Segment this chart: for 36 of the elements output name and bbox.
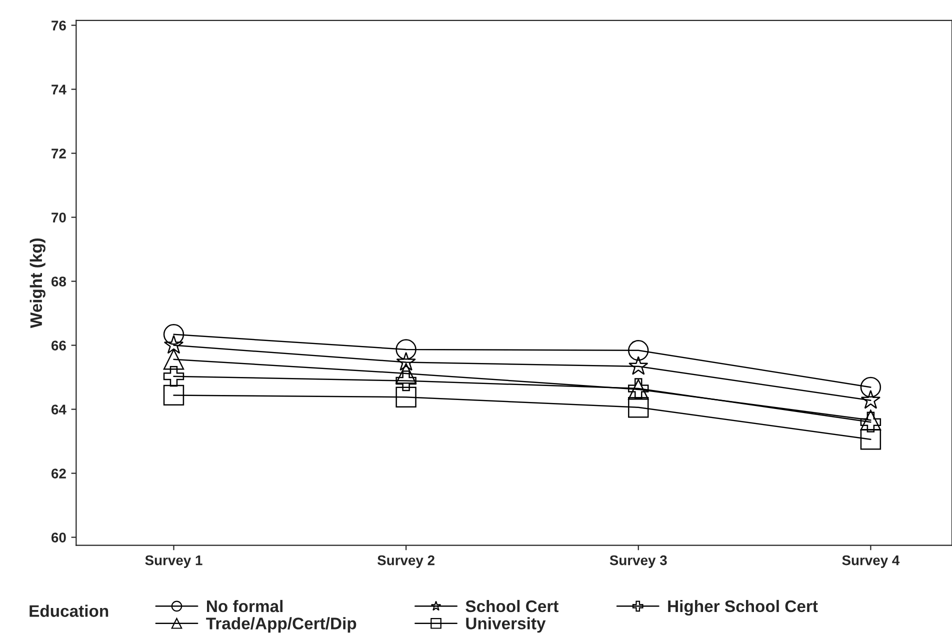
point: [396, 363, 416, 384]
y-tick-label: 76: [52, 20, 66, 30]
point: [164, 334, 184, 354]
y-tick-label: 68: [52, 276, 66, 286]
legend-label: No formal: [207, 600, 282, 612]
legend-label: Higher School Cert: [668, 600, 818, 616]
x-tick-label: Survey 2: [378, 555, 434, 568]
x-tick-label: Survey 1: [145, 555, 202, 568]
y-tick-label: 74: [52, 84, 66, 94]
y-tick-label: 70: [52, 212, 66, 222]
point: [860, 429, 882, 450]
point: [163, 324, 184, 345]
point: [860, 390, 881, 409]
point: [628, 356, 648, 375]
y-tick-label: 64: [52, 404, 66, 414]
x-tick-label: Survey 3: [610, 555, 667, 568]
legend-label: School Cert: [466, 600, 558, 612]
legend-label: University: [466, 617, 546, 633]
point: [163, 384, 184, 406]
legend-label: Trade/App/Cert/Dip: [206, 617, 356, 633]
point: [396, 339, 416, 360]
x-tick-label: Survey 4: [842, 555, 900, 568]
point: [396, 352, 416, 371]
y-tick-label: 66: [52, 340, 66, 350]
legend-title: Education: [30, 604, 108, 617]
point: [628, 397, 649, 418]
y-tick-label: 62: [52, 468, 66, 478]
y-tick-label: 60: [52, 532, 66, 542]
point: [628, 340, 649, 361]
y-tick-label: 72: [52, 148, 66, 158]
y-axis-title: Weight (kg): [30, 238, 46, 328]
point: [163, 366, 184, 387]
point: [396, 386, 416, 408]
point: [163, 349, 184, 370]
point: [860, 376, 882, 398]
point: [396, 370, 416, 392]
